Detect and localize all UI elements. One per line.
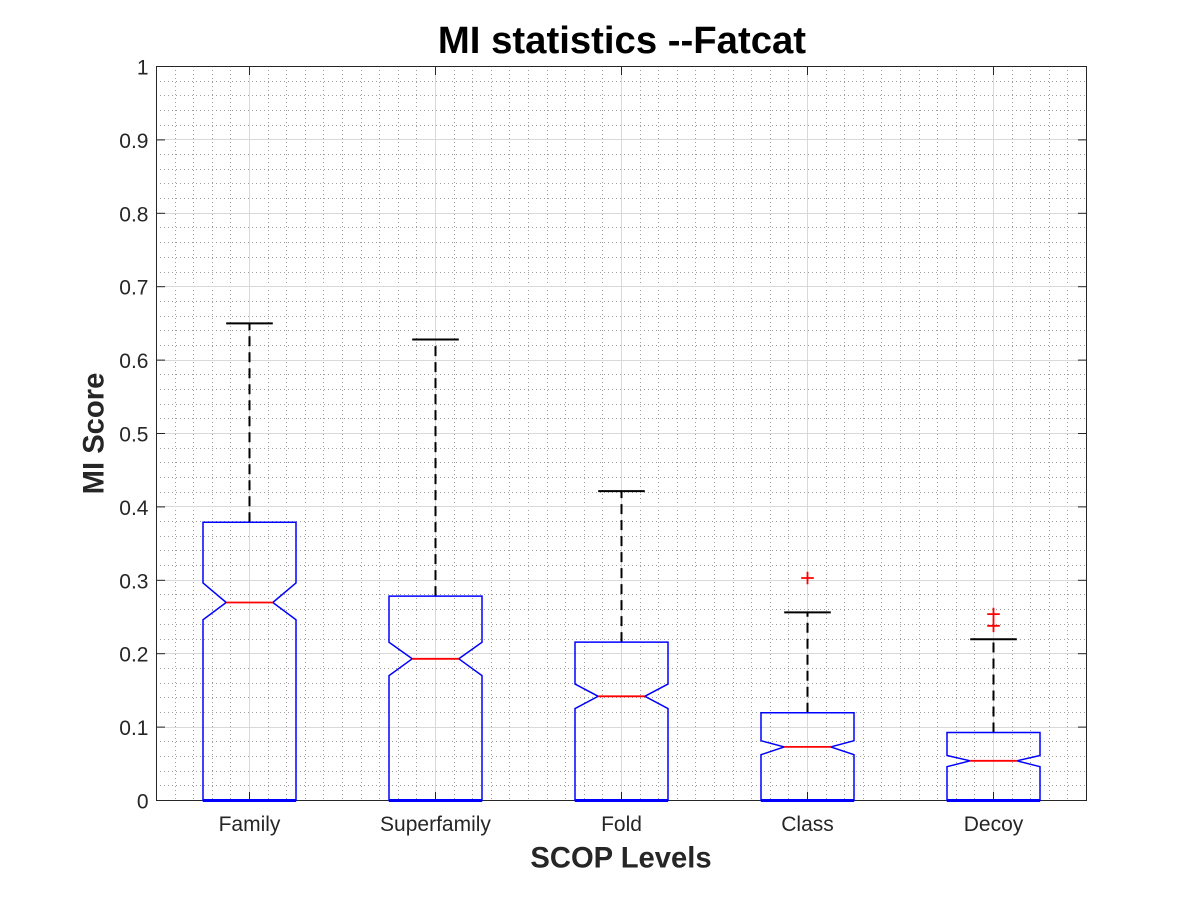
svg-text:0.3: 0.3: [119, 570, 148, 593]
svg-text:Fold: Fold: [601, 813, 642, 836]
svg-text:0.7: 0.7: [119, 277, 148, 300]
svg-text:0.1: 0.1: [119, 717, 148, 740]
svg-text:0.6: 0.6: [119, 350, 148, 373]
svg-text:0: 0: [137, 791, 149, 814]
svg-text:Family: Family: [219, 813, 281, 836]
svg-text:Class: Class: [781, 813, 834, 836]
svg-text:1: 1: [137, 57, 149, 80]
svg-text:SCOP Levels: SCOP Levels: [530, 843, 711, 875]
svg-text:MI statistics --Fatcat: MI statistics --Fatcat: [438, 19, 806, 62]
svg-text:0.4: 0.4: [119, 497, 149, 520]
svg-text:0.2: 0.2: [119, 644, 148, 667]
svg-text:0.8: 0.8: [119, 203, 148, 226]
svg-text:0.5: 0.5: [119, 424, 148, 447]
svg-text:0.9: 0.9: [119, 130, 148, 153]
svg-text:MI Score: MI Score: [79, 373, 111, 495]
svg-text:Decoy: Decoy: [964, 813, 1024, 836]
svg-text:Superfamily: Superfamily: [380, 813, 491, 836]
